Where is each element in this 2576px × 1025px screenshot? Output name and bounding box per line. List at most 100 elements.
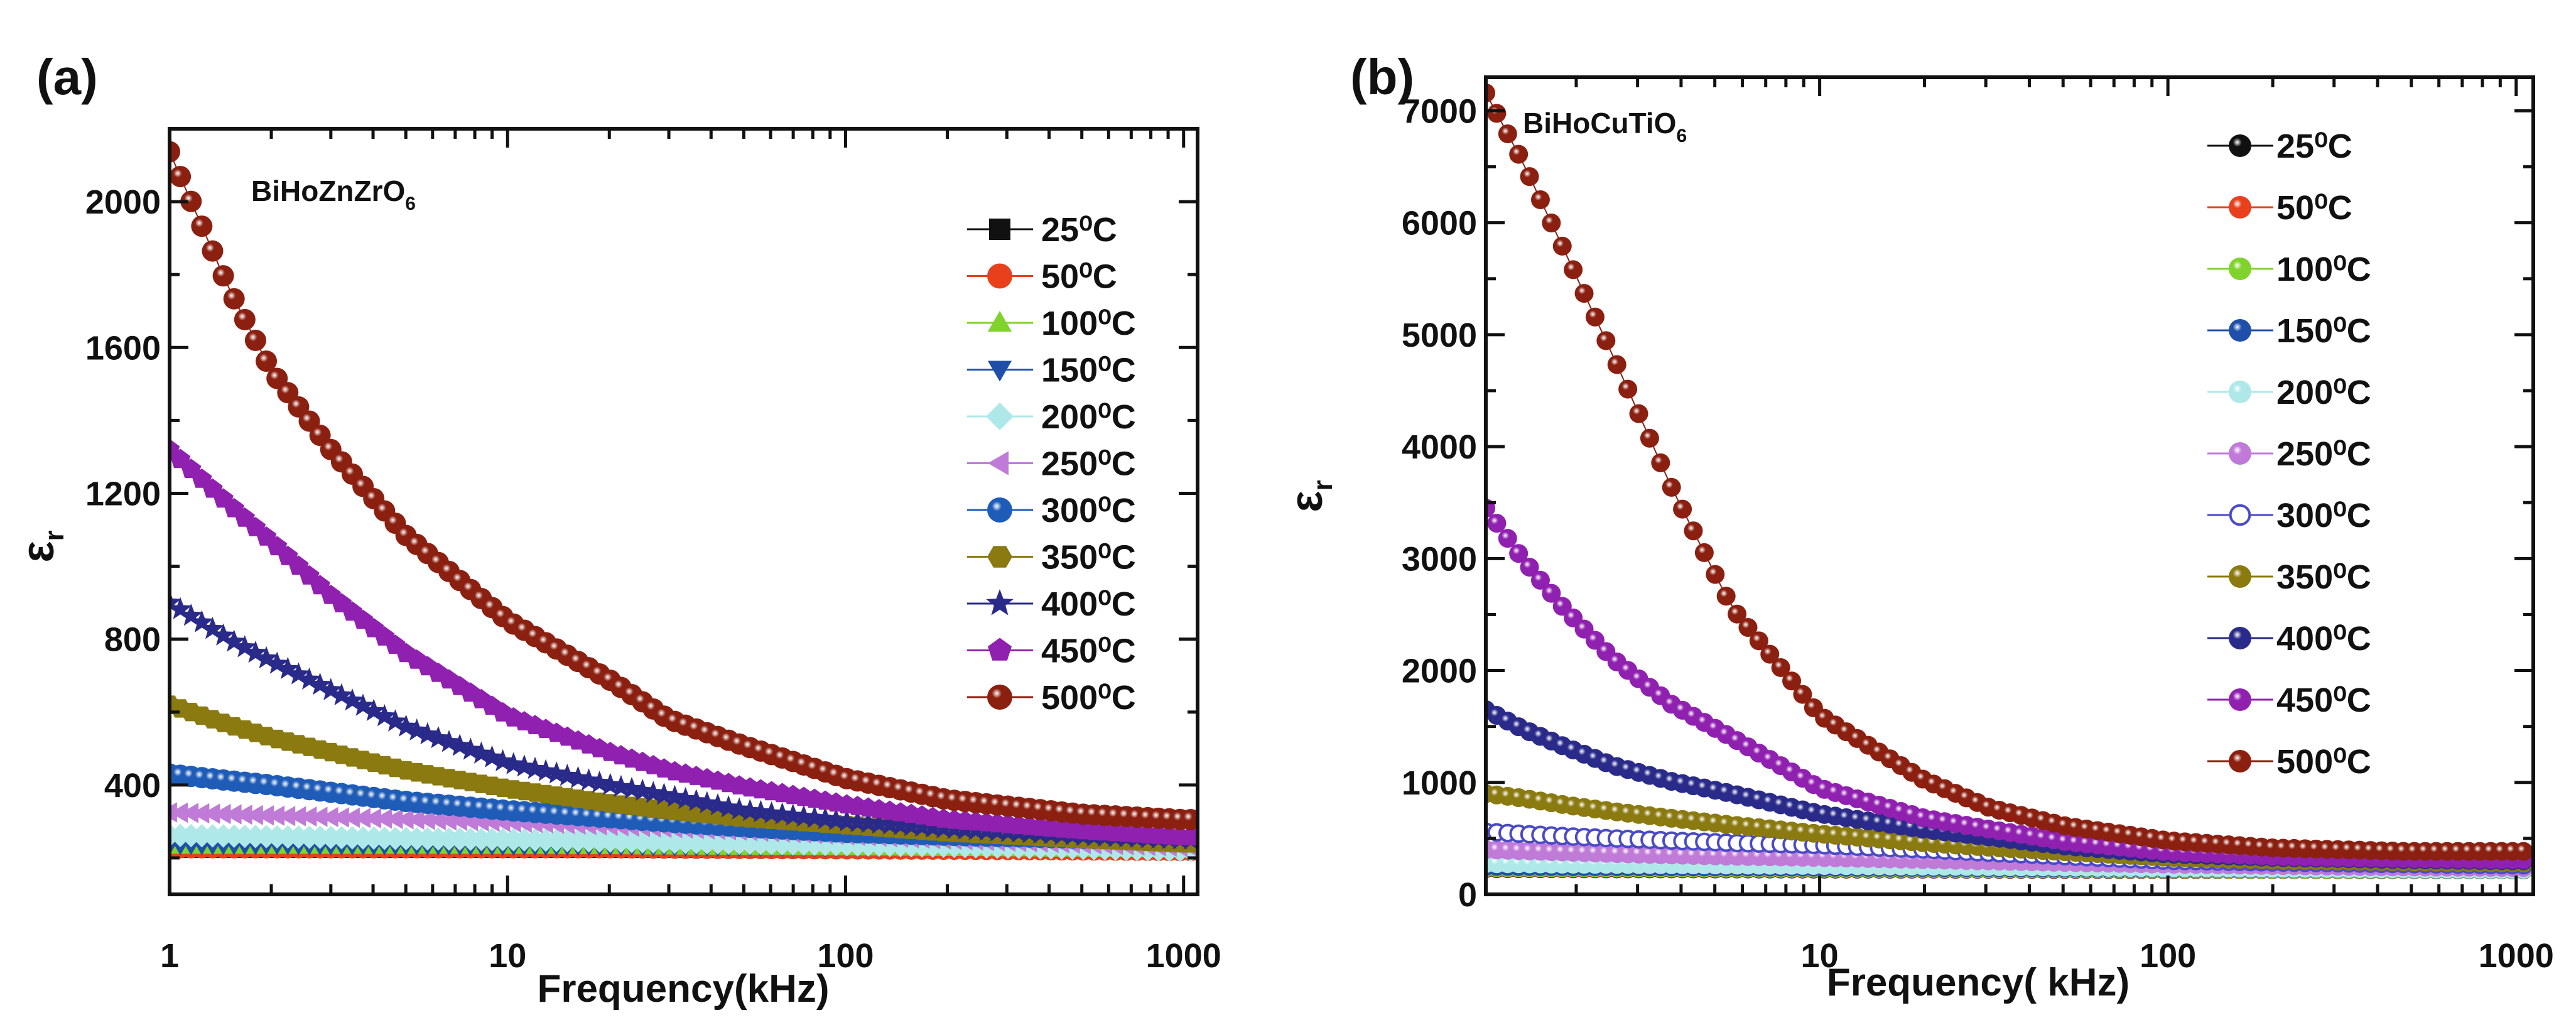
data-point (1684, 521, 1703, 541)
legend-marker-icon (987, 546, 1012, 568)
data-point (878, 812, 902, 835)
legend-label: 400⁰C (1041, 585, 1136, 623)
data-point (394, 714, 418, 737)
legend-label: 50⁰C (2276, 189, 2352, 227)
legend-marker-icon (2229, 565, 2251, 588)
legend-label: 100⁰C (1041, 305, 1136, 342)
data-point (374, 808, 392, 829)
data-point (222, 629, 246, 652)
data-point (265, 651, 289, 674)
data-point (1487, 514, 1507, 533)
legend-label: 450⁰C (1041, 632, 1136, 670)
y-axis-symbol: ε (1282, 491, 1332, 512)
y-tick-label: 5000 (1402, 317, 1477, 354)
data-point (1618, 379, 1638, 399)
legend-marker-icon (987, 361, 1012, 382)
legend-item: 100⁰C (967, 305, 1136, 342)
legend-label: 350⁰C (2276, 558, 2371, 596)
data-point (760, 801, 784, 823)
legend-marker-icon (2229, 319, 2251, 342)
y-tick-label: 3000 (1402, 540, 1477, 578)
compound-subscript: 6 (1676, 126, 1687, 146)
data-point (234, 308, 256, 330)
legend-item: 250⁰C (2207, 435, 2371, 473)
series-500C (170, 141, 1198, 830)
legend-label: 200⁰C (2276, 374, 2371, 411)
data-point (1486, 83, 1495, 102)
legend-label: 150⁰C (1041, 352, 1136, 389)
data-point (1530, 570, 1550, 590)
chart-panel-a: 1 10 100 1000 400 800 1200 1600 2000 (a) BiHoZnZrO… (13, 49, 1221, 1011)
legend-item: 450⁰C (967, 632, 1136, 670)
data-point (191, 215, 213, 237)
data-point (738, 799, 762, 822)
compound-subscript: 6 (405, 193, 416, 214)
data-point (469, 741, 493, 764)
y-axis-subscript: r (1307, 480, 1338, 491)
data-point (276, 656, 300, 680)
data-point (749, 800, 772, 823)
data-point (889, 813, 912, 835)
data-point (1728, 604, 1747, 624)
data-point (331, 807, 349, 828)
x-tick-label: 1 (160, 937, 179, 975)
legend-item: 50⁰C (967, 258, 1117, 296)
legend-item: 200⁰C (967, 398, 1136, 436)
x-tick-label: 10 (489, 937, 526, 975)
data-point (1771, 658, 1790, 677)
legend-item: 25⁰C (967, 211, 1117, 249)
legend-label: 400⁰C (2276, 620, 2371, 658)
data-point (417, 810, 435, 830)
y-tick-label: 800 (104, 621, 161, 659)
data-point (1651, 453, 1670, 472)
data-point (405, 718, 429, 741)
data-point (1180, 809, 1198, 830)
legend-marker-icon (989, 219, 1010, 240)
legend-label: 150⁰C (2276, 312, 2371, 350)
data-point (1574, 284, 1594, 303)
data-point (1564, 260, 1583, 279)
y-tick-label: 4000 (1402, 428, 1477, 466)
data-point (1738, 618, 1758, 637)
data-point (781, 803, 805, 826)
data-point (480, 745, 504, 767)
data-point (170, 141, 180, 163)
data-point (192, 803, 210, 824)
data-point (200, 617, 225, 639)
data-point (1585, 307, 1605, 327)
legend-marker-icon (987, 311, 1012, 332)
data-point (867, 811, 891, 834)
data-point (256, 805, 274, 826)
legend-item: 500⁰C (967, 679, 1136, 717)
data-point (803, 806, 826, 828)
data-point (278, 806, 296, 827)
y-tick-label: 2000 (85, 183, 161, 221)
data-point (727, 797, 751, 820)
data-point (340, 688, 364, 711)
legend-item: 250⁰C (967, 445, 1136, 483)
panel-label: (b) (1350, 49, 1414, 105)
data-point (170, 166, 192, 188)
legend-item: 50⁰C (2207, 189, 2352, 227)
data-point (1760, 644, 1780, 664)
y-axis-label: εr (13, 530, 70, 562)
legend-label: 200⁰C (1041, 398, 1136, 436)
compound-formula: BiHoCuTiO (1523, 107, 1676, 139)
data-point (406, 809, 425, 830)
data-point (286, 662, 310, 685)
legend-item: 350⁰C (2207, 558, 2371, 596)
y-tick-label: 1200 (85, 475, 161, 512)
data-point (351, 693, 375, 716)
legend-item: 400⁰C (2207, 620, 2371, 658)
legend-marker-icon (2229, 750, 2251, 773)
data-point (437, 730, 461, 752)
data-point (1552, 236, 1572, 256)
legend-item: 25⁰C (2207, 127, 2352, 165)
legend: 25⁰C 50⁰C 100⁰C 150⁰C 200⁰C 250⁰C 300⁰C 350⁰C 40… (967, 211, 1136, 717)
compound-label: BiHoZnZrO6 (251, 175, 416, 214)
data-point (181, 803, 199, 823)
legend-label: 50⁰C (1041, 258, 1117, 296)
data-point (835, 809, 858, 832)
data-point (244, 329, 266, 351)
